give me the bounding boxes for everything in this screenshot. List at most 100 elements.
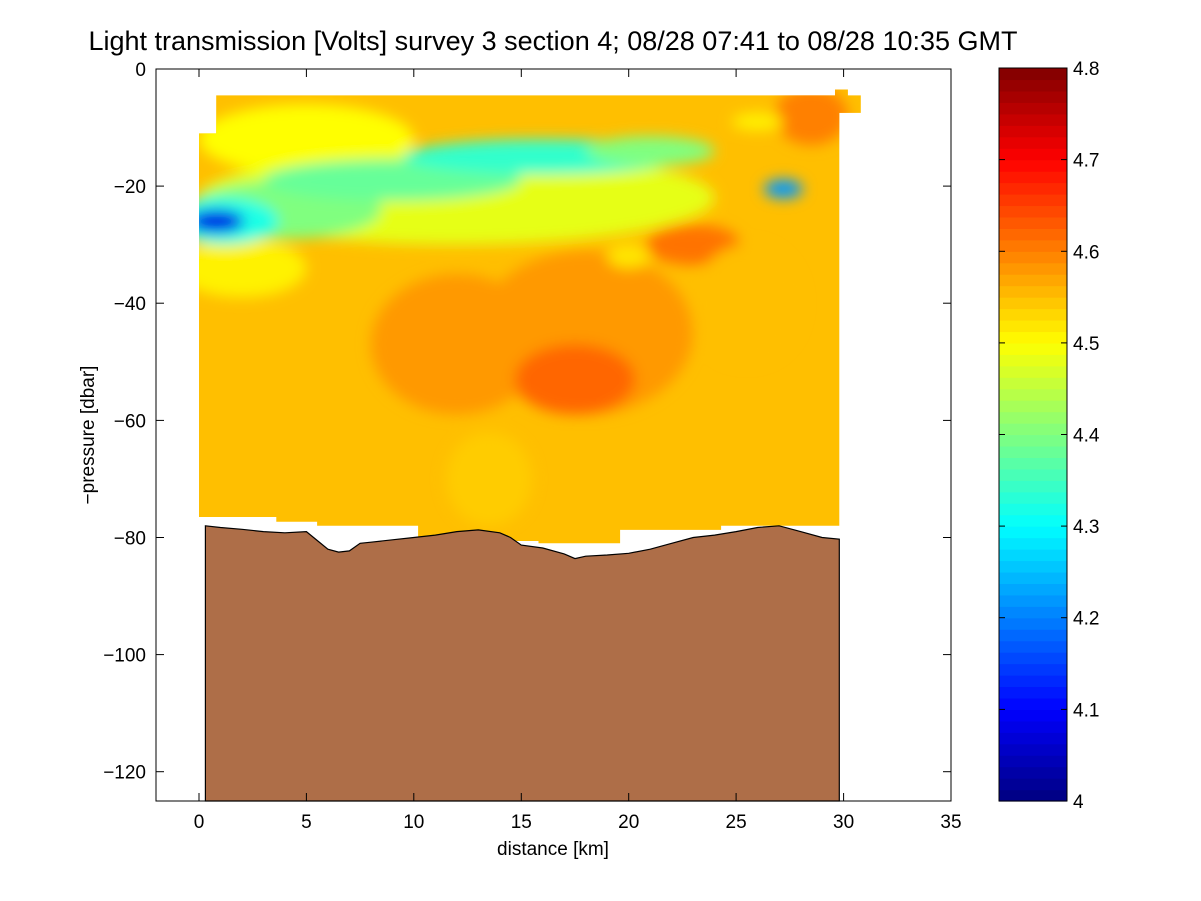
colorbar-band bbox=[999, 629, 1067, 642]
colorbar-band bbox=[999, 617, 1067, 630]
field-feature bbox=[514, 344, 636, 415]
bathymetry bbox=[204, 525, 840, 802]
colorbar-band bbox=[999, 297, 1067, 310]
colorbar-ticks: 4 4.1 4.2 4.3 4.4 4.5 4.6 4.7 4.8 bbox=[999, 59, 1100, 813]
colorbar-band bbox=[999, 503, 1067, 516]
colorbar-tick-label: 4 bbox=[1073, 792, 1084, 813]
colorbar-tick-label: 4.1 bbox=[1073, 700, 1099, 721]
field-feature bbox=[607, 244, 651, 269]
colorbar-band bbox=[999, 766, 1067, 779]
colorbar-band bbox=[999, 640, 1067, 653]
field-features bbox=[199, 89, 848, 526]
x-tick-label: 20 bbox=[618, 812, 639, 833]
colorbar-band bbox=[999, 377, 1067, 390]
field-feature bbox=[446, 432, 532, 526]
colorbar-band bbox=[999, 491, 1067, 504]
colorbar-band bbox=[999, 480, 1067, 493]
colorbar-band bbox=[999, 239, 1067, 252]
colorbar-band bbox=[999, 789, 1067, 802]
colorbar-band bbox=[999, 319, 1067, 333]
colorbar-band bbox=[999, 743, 1067, 756]
field-feature bbox=[199, 238, 307, 298]
colorbar-band bbox=[999, 228, 1067, 241]
colorbar-band bbox=[999, 113, 1067, 126]
colorbar-band bbox=[999, 182, 1067, 195]
y-tick-label: −40 bbox=[114, 294, 146, 315]
field-feature bbox=[199, 209, 245, 234]
y-tick-label: −20 bbox=[114, 177, 146, 198]
colorbar-band bbox=[999, 434, 1067, 447]
colorbar-band bbox=[999, 136, 1067, 149]
colorbar-tick-label: 4.8 bbox=[1073, 59, 1099, 80]
x-axis-ticks: 0 5 10 15 20 25 30 35 bbox=[194, 69, 962, 833]
colorbar-band bbox=[999, 697, 1067, 710]
colorbar-band bbox=[999, 354, 1067, 367]
colorbar-tick-label: 4.2 bbox=[1073, 609, 1099, 630]
colorbar-band bbox=[999, 583, 1067, 596]
x-tick-label: 15 bbox=[511, 812, 532, 833]
colorbar-band bbox=[999, 251, 1067, 264]
y-axis-ticks: 0 −20 −40 −60 −80 −100 −120 bbox=[103, 60, 951, 784]
colorbar-band bbox=[999, 560, 1067, 573]
plot-area: 0 5 10 15 20 25 30 35 0 −20 −40 −60 −80 −100 −120 bbox=[103, 60, 961, 833]
colorbar-band bbox=[999, 388, 1067, 401]
y-tick-label: −120 bbox=[103, 763, 146, 784]
y-tick-label: −100 bbox=[103, 646, 146, 667]
x-axis-label: distance [km] bbox=[497, 839, 609, 860]
field-layer bbox=[199, 89, 861, 544]
colorbar-band bbox=[999, 148, 1067, 161]
colorbar-tick-label: 4.7 bbox=[1073, 151, 1099, 172]
colorbar-band bbox=[999, 686, 1067, 699]
colorbar-band bbox=[999, 675, 1067, 688]
y-tick-label: 0 bbox=[135, 60, 146, 81]
colorbar-band bbox=[999, 732, 1067, 745]
colorbar-band bbox=[999, 365, 1067, 378]
colorbar-band bbox=[999, 262, 1067, 275]
colorbar-band bbox=[999, 514, 1067, 527]
colorbar-tick-label: 4.3 bbox=[1073, 517, 1099, 538]
colorbar-band bbox=[999, 468, 1067, 481]
chart-title: Light transmission [Volts] survey 3 sect… bbox=[88, 26, 1017, 56]
plot-frame bbox=[155, 68, 952, 802]
colorbar-band bbox=[999, 308, 1067, 321]
colorbar-band bbox=[999, 423, 1067, 436]
colorbar-band bbox=[999, 606, 1067, 619]
field-feature bbox=[585, 136, 715, 166]
y-axis-label: −pressure [dbar] bbox=[78, 366, 99, 505]
colorbar-band bbox=[999, 79, 1067, 92]
x-tick-label: 25 bbox=[726, 812, 747, 833]
colorbar-band bbox=[999, 274, 1067, 287]
colorbar-band bbox=[999, 400, 1067, 413]
field-feature bbox=[774, 89, 848, 146]
colorbar-band bbox=[999, 457, 1067, 470]
y-tick-label: −80 bbox=[114, 529, 146, 550]
colorbar-band bbox=[999, 216, 1067, 229]
colorbar-band bbox=[999, 652, 1067, 665]
colorbar: 4 4.1 4.2 4.3 4.4 4.5 4.6 4.7 4.8 bbox=[998, 59, 1100, 813]
colorbar-band bbox=[999, 171, 1067, 184]
colorbar-band bbox=[999, 90, 1067, 103]
colorbar-tick-label: 4.5 bbox=[1073, 334, 1099, 355]
x-tick-label: 5 bbox=[301, 812, 312, 833]
colorbar-band bbox=[999, 709, 1067, 722]
colorbar-band bbox=[999, 594, 1067, 607]
colorbar-band bbox=[999, 571, 1067, 584]
colorbar-band bbox=[999, 411, 1067, 424]
colorbar-band bbox=[999, 342, 1067, 355]
colorbar-band bbox=[999, 193, 1067, 207]
x-tick-label: 30 bbox=[833, 812, 854, 833]
field-feature bbox=[693, 244, 801, 362]
colorbar-band bbox=[999, 125, 1067, 138]
colorbar-tick-label: 4.4 bbox=[1073, 426, 1100, 447]
colorbar-band bbox=[999, 537, 1067, 550]
colorbar-tick-label: 4.6 bbox=[1073, 242, 1099, 263]
colorbar-band bbox=[999, 663, 1067, 676]
colorbar-band bbox=[999, 778, 1067, 791]
colorbar-band bbox=[999, 102, 1067, 115]
field-feature bbox=[764, 179, 803, 199]
x-tick-label: 0 bbox=[194, 812, 205, 833]
colorbar-band bbox=[999, 755, 1067, 768]
colorbar-bands bbox=[999, 68, 1067, 802]
colorbar-band bbox=[999, 549, 1067, 562]
